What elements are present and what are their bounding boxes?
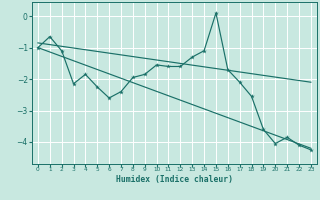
X-axis label: Humidex (Indice chaleur): Humidex (Indice chaleur) [116, 175, 233, 184]
